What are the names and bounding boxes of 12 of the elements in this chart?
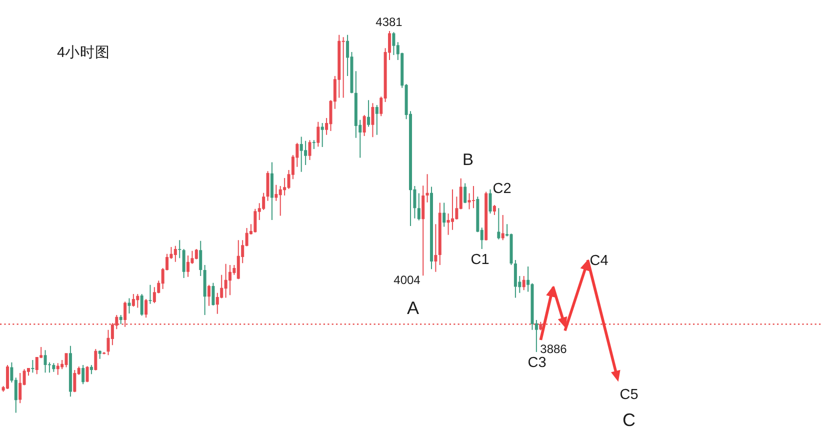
title: 4小时图: [57, 45, 110, 61]
annotation: C5: [620, 387, 638, 403]
annotation: 4004: [394, 273, 420, 287]
annotation: C4: [590, 253, 608, 269]
annotation: C1: [470, 252, 490, 268]
annotation: 3886: [540, 342, 567, 356]
annotation: 4381: [376, 15, 402, 29]
annotation: C: [622, 410, 636, 430]
annotation: C2: [492, 181, 512, 197]
annotation: B: [462, 151, 474, 169]
annotation: C3: [528, 355, 546, 371]
annotation: A: [407, 298, 419, 318]
